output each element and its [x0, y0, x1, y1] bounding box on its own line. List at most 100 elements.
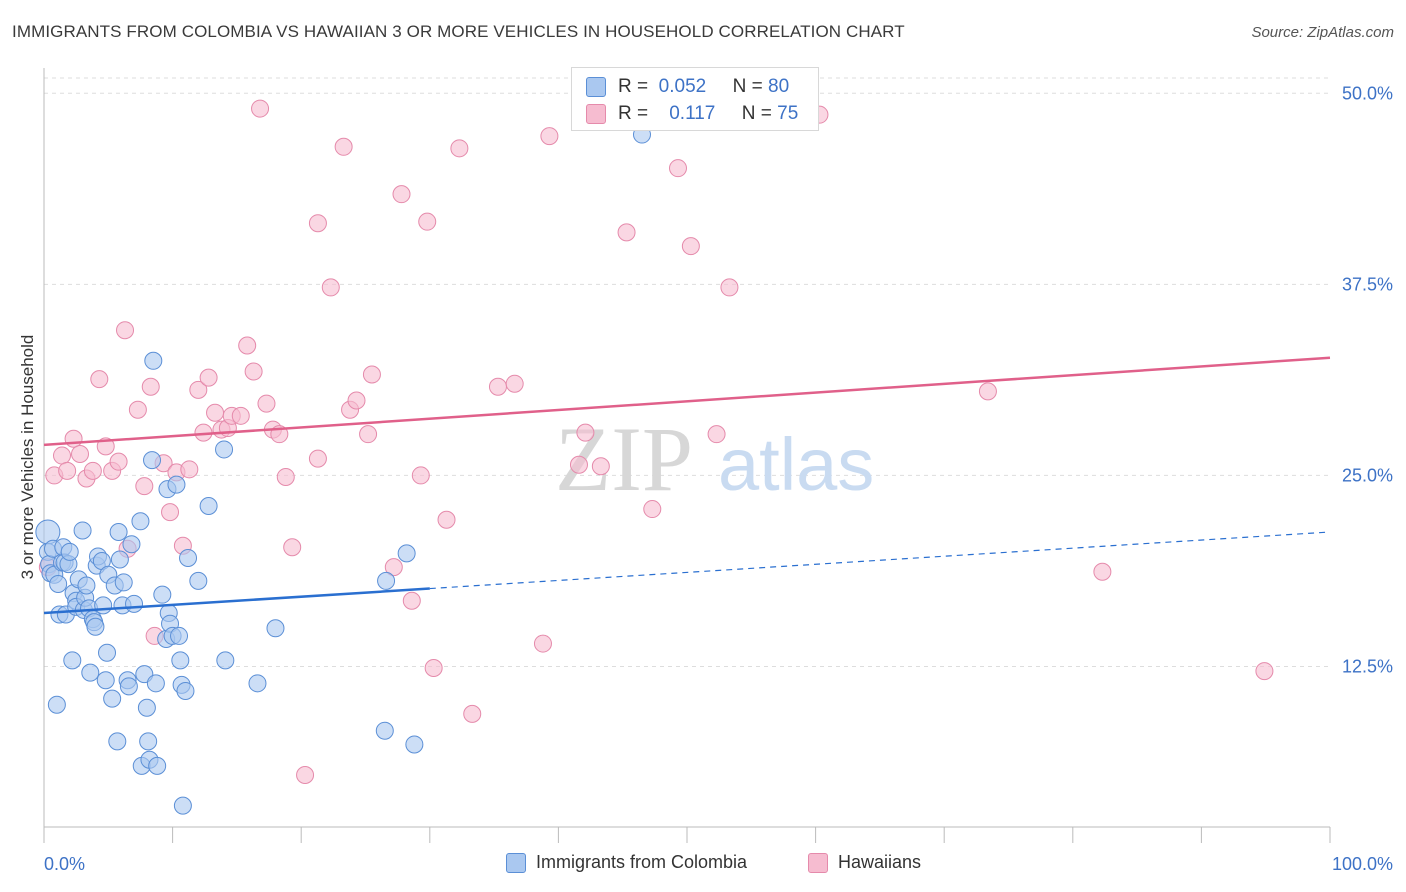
- bottom-legend-hawaiians: Hawaiians: [808, 852, 921, 873]
- x-tick-label-max: 100.0%: [1332, 854, 1393, 874]
- legend-r-value: 0.052: [658, 76, 707, 97]
- y-tick-labels: 12.5% 25.0% 37.5% 50.0%: [1342, 83, 1393, 676]
- hawaiians-point: [257, 394, 276, 413]
- axes: [43, 68, 1331, 843]
- legend-n-label: N =: [741, 103, 772, 124]
- hawaiians-point: [540, 127, 559, 146]
- colombia-point: [143, 451, 162, 470]
- bottom-legend-label: Immigrants from Colombia: [536, 852, 748, 872]
- hawaiians-point: [53, 446, 72, 465]
- colombia-point: [179, 548, 198, 567]
- hawaiians-point: [576, 423, 595, 442]
- hawaiians-point: [359, 425, 378, 444]
- hawaiians-point: [141, 377, 160, 396]
- hawaiians-point: [231, 406, 250, 425]
- x-tick-label-min: 0.0%: [44, 854, 85, 874]
- hawaiians-point: [643, 500, 662, 519]
- correlation-legend: R = 0.052 N = 80 R = 0.117 N = 75: [571, 67, 819, 131]
- colombia-point: [86, 617, 105, 636]
- hawaiians-point: [437, 510, 456, 529]
- bottom-legend-colombia: Immigrants from Colombia: [506, 852, 747, 873]
- hawaiians-point: [244, 362, 263, 381]
- hawaiians-point: [418, 212, 437, 231]
- hawaiians-point: [392, 185, 411, 204]
- colombia-point: [375, 721, 394, 740]
- hawaiians-point: [189, 380, 208, 399]
- colombia-point: [199, 497, 218, 515]
- colombia-point: [216, 651, 235, 670]
- colombia-point: [148, 756, 167, 775]
- hawaiians-point: [283, 538, 302, 557]
- hawaiians-point: [384, 558, 403, 577]
- hawaiians-point: [334, 137, 353, 156]
- hawaiians-point: [617, 223, 636, 242]
- hawaiians-point: [116, 321, 135, 340]
- y-tick-label: 50.0%: [1342, 83, 1393, 103]
- y-tick-label: 12.5%: [1342, 657, 1393, 677]
- hawaiians-point: [83, 461, 102, 480]
- hawaiians-points: [38, 99, 1274, 785]
- hawaiians-point: [463, 704, 482, 723]
- hawaiians-point: [238, 336, 257, 355]
- hawaiians-point: [347, 391, 366, 410]
- colombia-point: [119, 677, 138, 696]
- colombia-point: [215, 440, 234, 459]
- bottom-swatch-blue: [506, 852, 526, 873]
- hawaiians-point: [161, 503, 180, 522]
- hawaiians-point: [720, 278, 739, 297]
- colombia-point: [109, 522, 128, 541]
- watermark-atlas: atlas: [718, 423, 874, 506]
- colombia-point: [266, 619, 285, 638]
- colombia-trend-extension: [429, 531, 1331, 590]
- trend-lines: [43, 356, 1331, 615]
- colombia-point: [153, 585, 172, 604]
- colombia-point: [60, 542, 79, 561]
- colombia-point: [63, 651, 82, 670]
- hawaiians-point: [411, 466, 430, 485]
- legend-r-value: 0.117: [669, 103, 716, 124]
- legend-n-value: 75: [777, 103, 799, 124]
- hawaiians-point: [276, 467, 295, 486]
- hawaiians-point: [135, 477, 154, 496]
- legend-swatch-pink: [586, 104, 606, 124]
- hawaiians-point: [707, 425, 726, 444]
- hawaiians-point: [1093, 562, 1112, 581]
- colombia-point: [49, 574, 68, 593]
- hawaiians-point: [978, 382, 997, 401]
- colombia-point: [144, 351, 163, 370]
- hawaiians-point: [308, 214, 327, 233]
- bottom-swatch-pink: [808, 852, 828, 873]
- colombia-point: [103, 689, 122, 708]
- hawaiians-point: [296, 766, 315, 785]
- colombia-point: [176, 681, 195, 700]
- colombia-point: [137, 698, 156, 717]
- colombia-point: [139, 732, 158, 751]
- y-axis-title: 3 or more Vehicles in Household: [18, 335, 37, 580]
- colombia-point: [167, 475, 186, 494]
- hawaiians-point: [199, 368, 218, 387]
- hawaiians-point: [488, 377, 507, 396]
- bottom-legend-label: Hawaiians: [838, 852, 922, 872]
- hawaiians-point: [591, 457, 610, 476]
- colombia-point: [189, 571, 208, 590]
- colombia-point: [146, 674, 165, 693]
- hawaiians-point: [569, 455, 588, 474]
- hawaiians-point: [251, 99, 270, 118]
- colombia-point: [47, 695, 66, 714]
- hawaiians-point: [668, 159, 687, 178]
- legend-row-hawaiians: R = 0.117 N = 75: [586, 103, 798, 125]
- source-label: Source: ZipAtlas.com: [1251, 24, 1394, 41]
- hawaiians-point: [402, 591, 421, 610]
- colombia-point: [397, 544, 416, 563]
- hawaiians-trend-line: [43, 356, 1331, 447]
- colombia-point: [81, 663, 100, 682]
- hawaiians-point: [206, 403, 225, 422]
- colombia-point: [35, 519, 61, 545]
- hawaiians-point: [308, 449, 327, 468]
- chart-title: IMMIGRANTS FROM COLOMBIA VS HAWAIIAN 3 O…: [12, 22, 905, 41]
- hawaiians-point: [424, 659, 443, 678]
- hawaiians-point: [64, 429, 83, 448]
- hawaiians-point: [321, 278, 340, 297]
- colombia-point: [122, 535, 141, 554]
- colombia-point: [173, 796, 192, 815]
